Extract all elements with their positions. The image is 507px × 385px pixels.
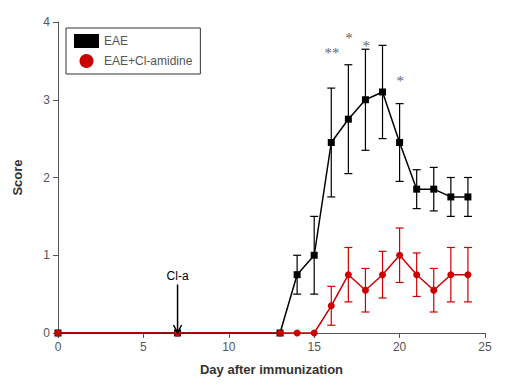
svg-text:5: 5 [140, 340, 147, 354]
svg-text:15: 15 [308, 340, 322, 354]
svg-text:EAE: EAE [104, 34, 128, 48]
svg-text:Day after immunization: Day after immunization [200, 362, 343, 377]
svg-text:*: * [345, 30, 353, 46]
svg-text:**: ** [324, 45, 340, 61]
svg-text:2: 2 [43, 171, 50, 185]
svg-text:20: 20 [393, 340, 407, 354]
svg-text:EAE+Cl-amidine: EAE+Cl-amidine [104, 54, 193, 68]
svg-text:*: * [362, 38, 370, 54]
svg-text:Score: Score [10, 159, 25, 195]
svg-text:*: * [396, 73, 404, 89]
svg-text:0: 0 [43, 326, 50, 340]
svg-text:Cl-a: Cl-a [167, 269, 189, 283]
svg-text:4: 4 [43, 15, 50, 29]
svg-text:1: 1 [43, 248, 50, 262]
svg-text:0: 0 [55, 340, 62, 354]
svg-text:10: 10 [222, 340, 236, 354]
svg-text:3: 3 [43, 93, 50, 107]
svg-text:25: 25 [478, 340, 492, 354]
